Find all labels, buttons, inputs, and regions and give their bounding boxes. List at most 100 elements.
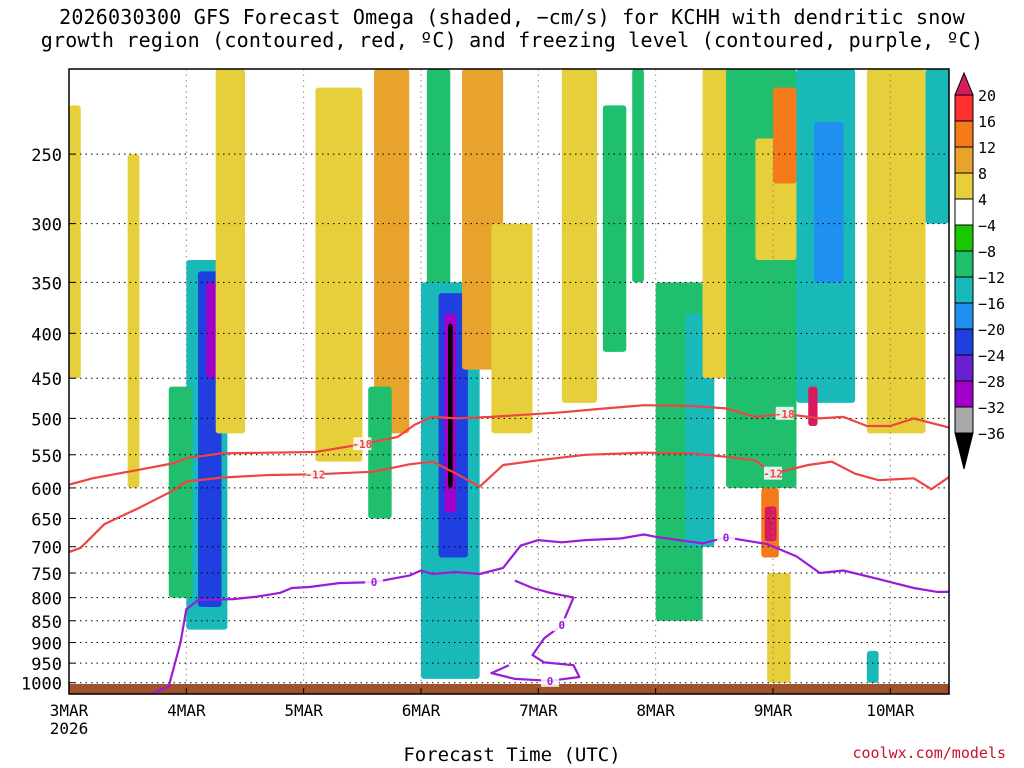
colorbar-swatch [954,380,974,408]
freezing-level-contour [150,533,949,694]
contour-label-bg [552,618,571,632]
colorbar-swatch [954,276,974,304]
y-tick-label: 500 [31,410,62,430]
contour-label-bg [353,437,372,451]
contour-label: -12 [305,468,325,481]
contour-label: 0 [547,675,554,688]
colorbar-swatch [954,224,974,252]
contour-label: -18 [775,408,795,421]
x-tick-label: 9MAR [754,701,793,720]
y-tick-label: 550 [31,447,62,467]
omega-cell [426,69,451,314]
colorbar-label: 8 [978,165,987,183]
colorbar-swatch [954,250,974,278]
colorbar-label: −8 [978,243,996,261]
freezing-level-contour [490,579,581,682]
contour-label-bg [365,575,384,589]
y-tick-label: 600 [31,480,62,500]
omega-cell [368,386,392,519]
x-tick-label: 10MAR [866,701,915,720]
contour-label-bg [717,530,736,544]
colorbar-swatch [954,354,974,382]
omega-cell [764,506,777,542]
colorbar-swatch [954,406,974,434]
x-axis-title: Forecast Time (UTC) [403,744,621,766]
colorbar-label: −32 [978,399,1005,417]
colorbar-swatch [954,198,974,226]
colorbar-top-arrow [954,71,974,96]
omega-cell [215,69,245,434]
contour-label-bg [775,406,794,420]
omega-cell [447,323,453,488]
contour-label-bg [306,467,325,481]
y-tick-label: 1000 [21,675,62,695]
y-tick-label: 450 [31,370,62,390]
contour-label: 0 [371,576,378,589]
omega-cell [925,69,949,224]
omega-cell [866,69,926,434]
colorbar-label: −4 [978,217,996,235]
omega-cell [491,223,533,434]
omega-cell [168,386,193,598]
contour-label-bg [764,466,782,480]
colorbar-swatch [954,120,974,148]
site-credit-link[interactable]: coolwx.com/models [852,744,1006,762]
y-tick-label: 700 [31,539,62,559]
contour-label: 0 [558,619,565,632]
y-tick-label: 850 [31,613,62,633]
x-tick-label: 8MAR [636,701,675,720]
x-tick-label: 4MAR [167,701,206,720]
contour-label: -12 [763,468,783,481]
omega-cell [374,69,410,434]
omega-cell [773,87,797,184]
colorbar-label: 4 [978,191,987,209]
chart-title-line-2: growth region (contoured, red, ºC) and f… [40,28,984,52]
colorbar-swatch [954,328,974,356]
x-tick-label: 3MAR [50,701,89,720]
colorbar-label: −16 [978,295,1005,313]
dendritic-growth-contour [69,404,949,486]
omega-cell [814,122,844,283]
colorbar-swatch [954,94,974,122]
y-tick-label: 400 [31,325,62,345]
colorbar-label: 12 [978,139,996,157]
contour-label: 0 [723,531,730,544]
omega-cell [808,386,818,426]
y-tick-label: 250 [31,146,62,166]
colorbar-label: −20 [978,321,1005,339]
dendritic-growth-contour [69,451,949,554]
x-tick-year-label: 2026 [50,719,89,738]
y-tick-label: 350 [31,274,62,294]
terrain-strip [69,684,949,694]
colorbar-label: −36 [978,425,1005,443]
omega-cell [866,650,879,683]
colorbar-swatch [954,302,974,330]
y-tick-label: 750 [31,565,62,585]
plot-frame [68,68,950,695]
colorbar-label: −24 [978,347,1005,365]
x-tick-label: 6MAR [402,701,441,720]
omega-cell [69,105,81,379]
colorbar-bottom-arrow [954,432,974,470]
chart-title: 2026030300 GFS Forecast Omega (shaded, −… [0,6,1024,52]
colorbar-label: −28 [978,373,1005,391]
colorbar-label: 20 [978,87,996,105]
colorbar-swatch [954,172,974,200]
colorbar-label: 16 [978,113,996,131]
chart-title-line-1: 2026030300 GFS Forecast Omega (shaded, −… [59,5,965,29]
colorbar-label: −12 [978,269,1005,287]
omega-cell [632,69,644,283]
omega-cell [206,282,216,379]
omega-cell [602,105,627,352]
y-tick-label: 950 [31,655,62,675]
y-tick-label: 300 [31,216,62,236]
y-tick-label: 650 [31,510,62,530]
omega-cell [767,573,791,683]
omega-cell [315,87,363,462]
x-tick-label: 7MAR [519,701,558,720]
contour-label-bg [541,673,560,687]
x-tick-label: 5MAR [284,701,323,720]
contour-label: -18 [352,438,372,451]
omega-cell [127,154,140,488]
y-tick-label: 900 [31,635,62,655]
